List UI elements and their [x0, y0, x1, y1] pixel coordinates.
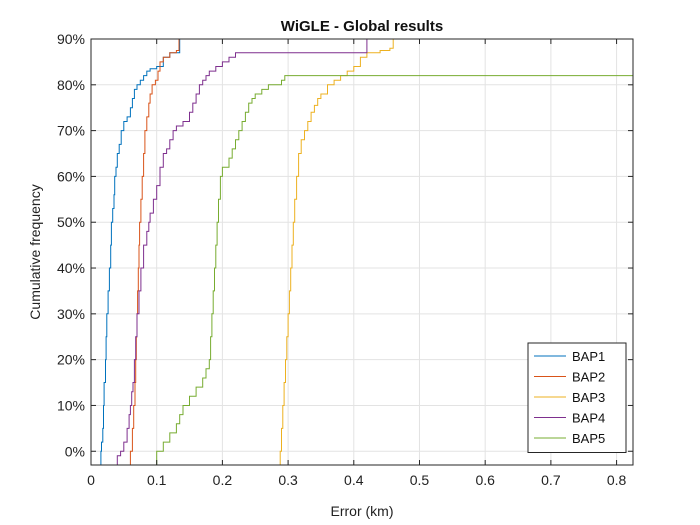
y-tick-label: 80% [57, 77, 85, 93]
chart-title: WiGLE - Global results [281, 18, 443, 35]
plot-frame [90, 38, 634, 466]
x-tick-label: 0.5 [410, 472, 430, 488]
series-line-bap4 [116, 39, 368, 466]
y-tick-label: 60% [57, 168, 85, 184]
ticks [90, 38, 633, 465]
x-tick-label: 0.6 [475, 472, 495, 488]
x-tick-label: 0.8 [607, 472, 627, 488]
tick-labels: 0 0.1 0.2 0.3 0.4 0.5 0.6 0.7 0.8 0% 10% 20% 30% 40% 5… [57, 31, 627, 488]
legend: BAP1 BAP2 BAP3 BAP4 BAP5 [527, 342, 627, 453]
legend-label-bap2: BAP2 [572, 370, 605, 385]
x-axis-label: Error (km) [331, 503, 394, 519]
series-line-bap3 [279, 39, 394, 466]
y-tick-label: 10% [57, 397, 85, 413]
legend-label-bap4: BAP4 [572, 411, 605, 426]
y-tick-label: 70% [57, 123, 85, 139]
series-layer [100, 39, 633, 466]
legend-label-bap1: BAP1 [572, 349, 605, 364]
x-tick-label: 0.4 [344, 472, 364, 488]
x-tick-label: 0.3 [278, 472, 298, 488]
y-tick-label: 0% [65, 443, 85, 459]
y-axis-label: Cumulative frequency [27, 184, 43, 319]
x-tick-label: 0.1 [147, 472, 167, 488]
y-tick-label: 20% [57, 352, 85, 368]
y-tick-label: 40% [57, 260, 85, 276]
series-line-bap1 [100, 39, 181, 466]
x-tick-label: 0 [87, 472, 95, 488]
y-tick-label: 90% [57, 31, 85, 47]
x-tick-label: 0.7 [541, 472, 561, 488]
series-line-bap5 [153, 75, 633, 466]
x-tick-label: 0.2 [213, 472, 233, 488]
series-line-bap2 [129, 39, 180, 466]
legend-label-bap5: BAP5 [572, 431, 605, 446]
legend-box [527, 342, 627, 453]
legend-label-bap3: BAP3 [572, 390, 605, 405]
y-tick-label: 30% [57, 306, 85, 322]
y-tick-label: 50% [57, 214, 85, 230]
